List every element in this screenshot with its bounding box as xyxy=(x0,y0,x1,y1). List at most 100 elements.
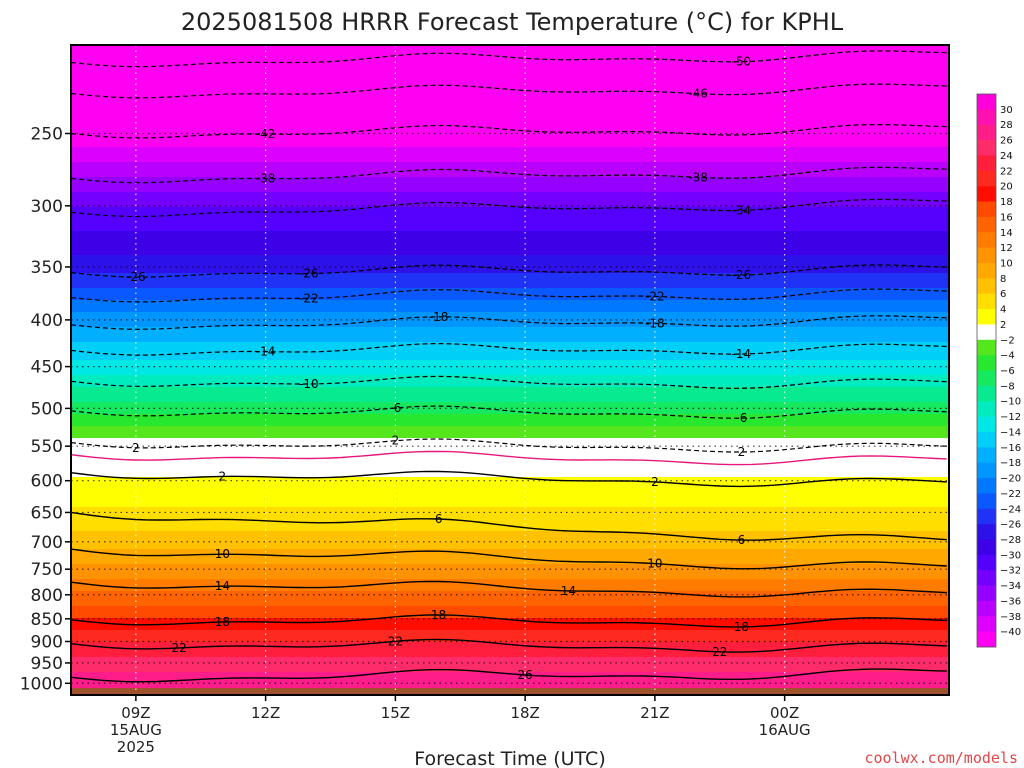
temperature-band-strip xyxy=(71,51,949,55)
temperature-band-strip xyxy=(71,639,949,643)
temperature-bands xyxy=(71,45,949,695)
temperature-band-strip xyxy=(71,117,949,121)
contour-label: 18 xyxy=(431,608,446,622)
temperature-band-strip xyxy=(71,108,949,112)
temperature-band-strip xyxy=(71,252,949,256)
temperature-band-strip xyxy=(71,294,949,298)
contour-lines xyxy=(71,50,947,683)
temperature-band-strip xyxy=(71,498,949,502)
contour-label: 14 xyxy=(215,579,230,593)
x-tick-label: 18Z xyxy=(510,704,539,722)
colorbar-label: −20 xyxy=(1000,474,1021,485)
credit-link[interactable]: coolwx.com/models xyxy=(864,749,1018,767)
temperature-band-strip xyxy=(71,660,949,664)
temperature-band-strip xyxy=(71,249,949,253)
temperature-band-strip xyxy=(71,489,949,493)
colorbar-swatch xyxy=(977,585,996,602)
contour-line-dashed xyxy=(71,438,947,453)
temperature-band-strip xyxy=(71,177,949,181)
temperature-band-strip xyxy=(71,270,949,274)
temperature-band-strip xyxy=(71,402,949,406)
colorbar-label: 28 xyxy=(1000,120,1013,131)
temperature-band-strip xyxy=(71,486,949,490)
temperature-band-strip xyxy=(71,45,949,49)
contour-label: 18 xyxy=(734,620,749,634)
temperature-band-strip xyxy=(71,513,949,517)
contour-label: 2 xyxy=(219,469,227,483)
colorbar-swatch xyxy=(977,186,996,202)
temperature-band-strip xyxy=(71,435,949,439)
x-tick-label: 21Z xyxy=(640,704,669,722)
temperature-band-strip xyxy=(71,438,949,442)
temperature-band-strip xyxy=(71,261,949,265)
colorbar-swatch xyxy=(977,109,996,126)
x-tick-label: 15Z xyxy=(381,704,410,722)
x-tick-label: 12Z xyxy=(251,704,280,722)
temperature-band-strip xyxy=(71,198,949,202)
temperature-band-strip xyxy=(71,621,949,625)
contour-line-solid xyxy=(71,470,947,488)
temperature-band-strip xyxy=(71,186,949,190)
contour-label: 18 xyxy=(215,615,230,629)
colorbar-label: 4 xyxy=(1000,305,1006,316)
colorbar-label: −24 xyxy=(1000,504,1021,515)
colorbar-swatch xyxy=(977,293,996,310)
temperature-band-strip xyxy=(71,408,949,412)
temperature-band-strip xyxy=(71,384,949,388)
ground-surface xyxy=(71,688,949,695)
contour-label: -46 xyxy=(688,87,708,101)
colorbar-swatch xyxy=(977,554,996,571)
colorbar-swatch xyxy=(977,631,996,648)
temperature-band-strip xyxy=(71,321,949,325)
y-tick-label: 400 xyxy=(31,311,63,331)
temperature-band-strip xyxy=(71,81,949,85)
contour-line-dashed xyxy=(71,405,947,419)
temperature-band-strip xyxy=(71,306,949,310)
temperature-band-strip xyxy=(71,393,949,397)
temperature-band-strip xyxy=(71,102,949,106)
colorbar-swatch xyxy=(977,478,996,494)
temperature-band-strip xyxy=(71,162,949,166)
temperature-band-strip xyxy=(71,60,949,64)
temperature-band-strip xyxy=(71,627,949,631)
contour-label: -38 xyxy=(256,172,276,186)
contour-label: -26 xyxy=(299,267,319,281)
contour-label: 6 xyxy=(435,512,443,526)
temperature-band-strip xyxy=(71,588,949,592)
temperature-band-strip xyxy=(71,309,949,313)
y-tick-label: 650 xyxy=(31,503,63,523)
temperature-band-strip xyxy=(71,483,949,487)
x-tick-label: 09Z xyxy=(121,704,150,722)
temperature-band-strip xyxy=(71,534,949,538)
temperature-band-strip xyxy=(71,150,949,154)
colorbar-label: −34 xyxy=(1000,581,1021,592)
temperature-band-strip xyxy=(71,72,949,76)
colorbar-swatch xyxy=(977,232,996,248)
temperature-band-strip xyxy=(71,528,949,532)
colorbar-label: 16 xyxy=(1000,212,1013,223)
temperature-band-strip xyxy=(71,612,949,616)
temperature-band-strip xyxy=(71,126,949,130)
colorbar-label: −14 xyxy=(1000,427,1021,438)
y-tick-label: 500 xyxy=(31,399,63,419)
temperature-band-strip xyxy=(71,468,949,472)
contour-label: -6 xyxy=(735,411,747,425)
temperature-band-strip xyxy=(71,387,949,391)
temperature-band-strip xyxy=(71,171,949,175)
colorbar-label: 6 xyxy=(1000,289,1006,300)
temperature-band-strip xyxy=(71,390,949,394)
contour-label: 2 xyxy=(392,434,400,448)
plot-frame xyxy=(70,44,950,696)
temperature-band-strip xyxy=(71,114,949,118)
temperature-band-strip xyxy=(71,423,949,427)
temperature-band-strip xyxy=(71,492,949,496)
colorbar-swatch xyxy=(977,600,996,617)
x-tick-label: 15AUG xyxy=(110,721,162,739)
temperature-band-strip xyxy=(71,444,949,448)
y-tick-label: 700 xyxy=(31,533,63,553)
contour-label: 10 xyxy=(215,547,230,561)
colorbar-swatch xyxy=(977,508,996,525)
temperature-band-strip xyxy=(71,471,949,475)
contour-line-dashed xyxy=(71,124,947,139)
temperature-band-strip xyxy=(71,396,949,400)
